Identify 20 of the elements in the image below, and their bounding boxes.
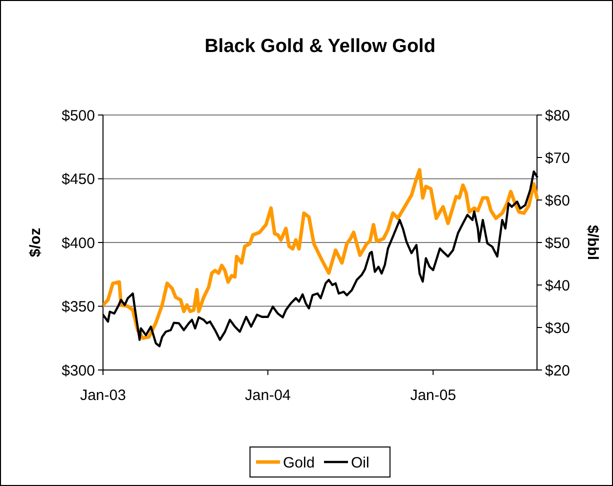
x-tick-label: Jan-03: [80, 387, 126, 404]
y2-tick-label: $20: [545, 362, 570, 380]
legend-label: Oil: [351, 454, 370, 472]
y-tick-label: $400: [62, 234, 95, 252]
y-tick-label: $500: [62, 107, 95, 124]
legend-label: Gold: [283, 454, 315, 472]
y-tick-label: $450: [62, 171, 95, 188]
y2-tick-label: $30: [545, 320, 570, 337]
y2-tick-label: $80: [545, 107, 570, 124]
y2-axis-title: $/bbl: [584, 224, 601, 260]
x-tick-label: Jan-05: [410, 387, 456, 404]
y-axis-title: $/oz: [27, 228, 44, 258]
y-tick-label: $300: [62, 362, 95, 380]
y2-tick-label: $70: [545, 150, 570, 167]
y2-tick-label: $50: [545, 234, 570, 252]
x-tick-label: Jan-04: [244, 387, 291, 404]
y2-tick-label: $60: [545, 192, 570, 210]
y2-tick-label: $40: [545, 277, 570, 294]
y-tick-label: $350: [62, 298, 95, 316]
chart-title: Black Gold & Yellow Gold: [204, 36, 436, 57]
